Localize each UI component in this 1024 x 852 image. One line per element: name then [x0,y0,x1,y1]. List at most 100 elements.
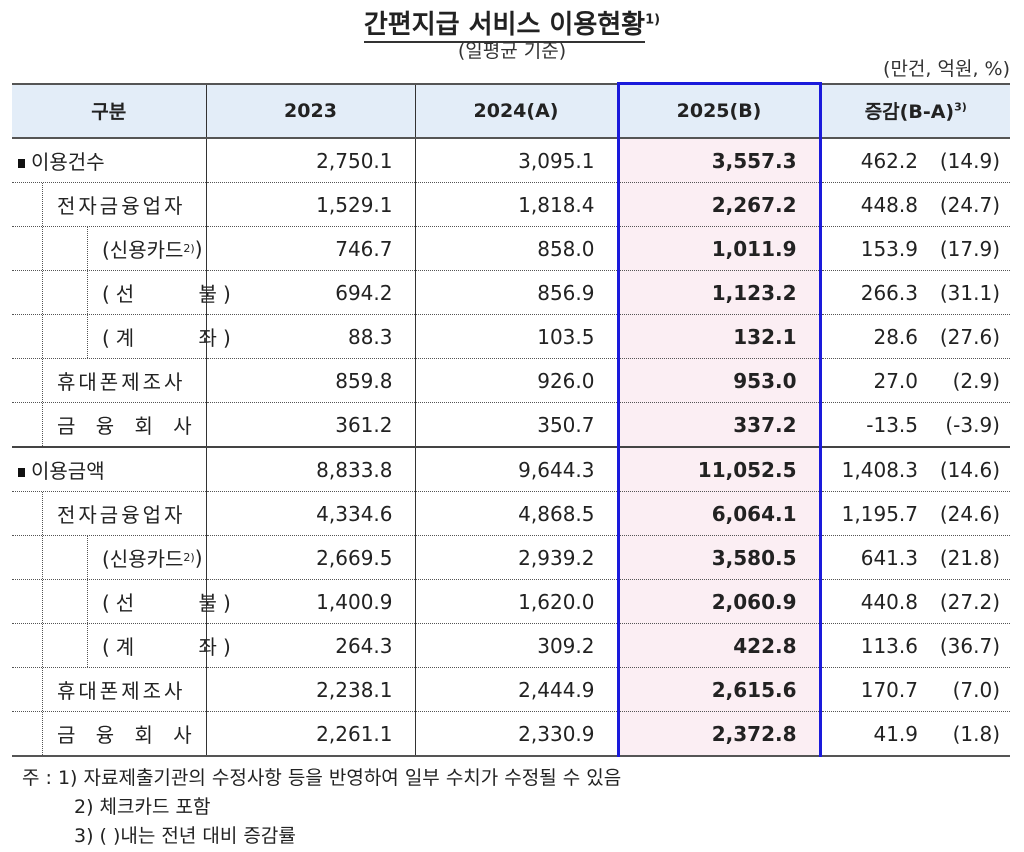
cell-2025: 3,580.5 [616,535,822,580]
row-label-text: 전자금융업자 [57,503,186,527]
row-label-tail: ) [194,236,203,261]
footnote-2: 2) 체크카드 포함 [74,796,211,818]
cell-2025: 953.0 [616,358,822,403]
cell-2024: 103.5 [414,314,619,359]
table-row: (신용카드 2)) 2,669.5 2,939.2 3,580.5 641.3 (21.8) [12,535,1010,580]
table-row: (계 좌) 264.3 309.2 422.8 113.6 (36.7) [12,623,1010,668]
cell-2024: 9,644.3 [414,446,619,492]
row-label-text: 금 융 회 사 [57,414,199,438]
cell-2023: 4,334.6 [205,491,416,536]
row-category: 휴대폰제조사 [12,667,207,712]
change-amount: -13.5 [866,412,918,437]
indent-guide: (계 좌) [42,315,231,358]
row-label: (신용카드 2)) [87,536,206,579]
change-percent: (24.7) [939,192,1000,217]
table-row: 금 융 회 사 2,261.1 2,330.9 2,372.8 41.9 (1.8) [12,711,1010,757]
row-category: (선 불) [12,579,231,624]
cell-change: 113.6 (36.7) [819,623,1010,668]
table-row: 휴대폰제조사 859.8 926.0 953.0 27.0 (2.9) [12,358,1010,403]
cell-2024: 1,818.4 [414,182,619,227]
change-percent: (27.2) [939,589,1000,614]
table-header-row: 구분 2023 2024(A) 2025(B) 증감(B-A)3) [12,82,1010,139]
change-percent: (1.8) [952,721,1000,746]
row-label: 전자금융업자 [42,183,206,226]
cell-change: 448.8 (24.7) [819,182,1010,227]
cell-2023: 1,400.9 [205,579,416,624]
row-category: (신용카드 2)) [12,226,207,271]
change-amount: 1,408.3 [841,457,918,482]
cell-2024: 926.0 [414,358,619,403]
cell-2023: 264.3 [205,623,416,668]
footnote-1: 주 : 1) 자료제출기관의 수정사항 등을 반영하여 일부 수치가 수정될 수… [22,767,622,789]
cell-2025: 3,557.3 [616,138,822,183]
cell-change: 1,408.3 (14.6) [819,446,1010,492]
indent-guide: (신용카드 2)) [42,227,206,270]
cell-change: 27.0 (2.9) [819,358,1010,403]
cell-2023: 8,833.8 [205,446,416,492]
change-percent: (2.9) [952,368,1000,393]
table-row: 전자금융업자 1,529.1 1,818.4 2,267.2 448.8 (24.7) [12,182,1010,227]
change-percent: (17.9) [939,236,1000,261]
cell-2025: 6,064.1 [616,491,822,536]
change-percent: (27.6) [939,324,1000,349]
payment-service-table: 구분 2023 2024(A) 2025(B) 증감(B-A)3) 이용건수 2,… [12,82,1010,757]
row-label-text: 휴대폰제조사 [57,370,186,394]
change-amount: 266.3 [860,280,918,305]
table-row: 금 융 회 사 361.2 350.7 337.2 -13.5 (-3.9) [12,402,1010,447]
row-category: 전자금융업자 [12,182,207,227]
row-label: (계 좌) [87,315,231,358]
cell-2023: 88.3 [205,314,416,359]
change-amount: 28.6 [873,324,918,349]
cell-change: 266.3 (31.1) [819,270,1010,315]
row-category: 이용건수 [12,138,207,183]
indent-guide: (계 좌) [42,624,231,667]
header-2024: 2024(A) [414,82,619,139]
change-amount: 641.3 [860,545,918,570]
title-footnote-ref: 1) [645,12,661,28]
square-bullet-icon [18,468,25,477]
change-amount: 440.8 [860,589,918,614]
row-label: 휴대폰제조사 [42,668,206,711]
header-change: 증감(B-A)3) [819,82,1010,139]
cell-2024: 3,095.1 [414,138,619,183]
row-label: 이용금액 [12,455,206,484]
cell-2025: 2,267.2 [616,182,822,227]
cell-2024: 350.7 [414,402,619,447]
cell-change: 440.8 (27.2) [819,579,1010,624]
row-label-text: (계 좌) [102,635,237,659]
footnote-3: 3) ( )내는 전년 대비 증감률 [74,825,296,847]
footnotes: 주 : 1) 자료제출기관의 수정사항 등을 반영하여 일부 수치가 수정될 수… [22,764,621,851]
cell-2025: 1,123.2 [616,270,822,315]
cell-change: 41.9 (1.8) [819,711,1010,757]
change-percent: (-3.9) [945,412,1000,437]
cell-2024: 4,868.5 [414,491,619,536]
row-label-footnote: 2) [183,242,195,255]
cell-2024: 309.2 [414,623,619,668]
unit-label: (만건, 억원, %) [883,58,1010,80]
table-row: 휴대폰제조사 2,238.1 2,444.9 2,615.6 170.7 (7.0) [12,667,1010,712]
row-category: 금 융 회 사 [12,402,207,447]
row-label-text: (신용카드 [102,547,184,571]
title-text: 간편지급 서비스 이용현황 [363,10,646,43]
table-row: (선 불) 694.2 856.9 1,123.2 266.3 (31.1) [12,270,1010,315]
change-percent: (36.7) [939,633,1000,658]
change-amount: 462.2 [860,148,918,173]
change-amount: 41.9 [873,721,918,746]
header-2023: 2023 [205,82,416,139]
cell-2025: 337.2 [616,402,822,447]
cell-2025: 132.1 [616,314,822,359]
row-label: 금 융 회 사 [42,712,206,755]
row-label-text: 이용건수 [31,150,105,174]
cell-2023: 746.7 [205,226,416,271]
row-label-text: (계 좌) [102,326,237,350]
row-label-text: 휴대폰제조사 [57,679,186,703]
row-label-text: (선 불) [102,591,237,615]
row-label: 휴대폰제조사 [42,359,206,402]
change-percent: (14.9) [939,148,1000,173]
cell-2024: 2,444.9 [414,667,619,712]
cell-2023: 2,261.1 [205,711,416,757]
cell-change: 641.3 (21.8) [819,535,1010,580]
row-label: (신용카드 2)) [87,227,206,270]
indent-guide: (선 불) [42,271,231,314]
cell-2023: 694.2 [205,270,416,315]
